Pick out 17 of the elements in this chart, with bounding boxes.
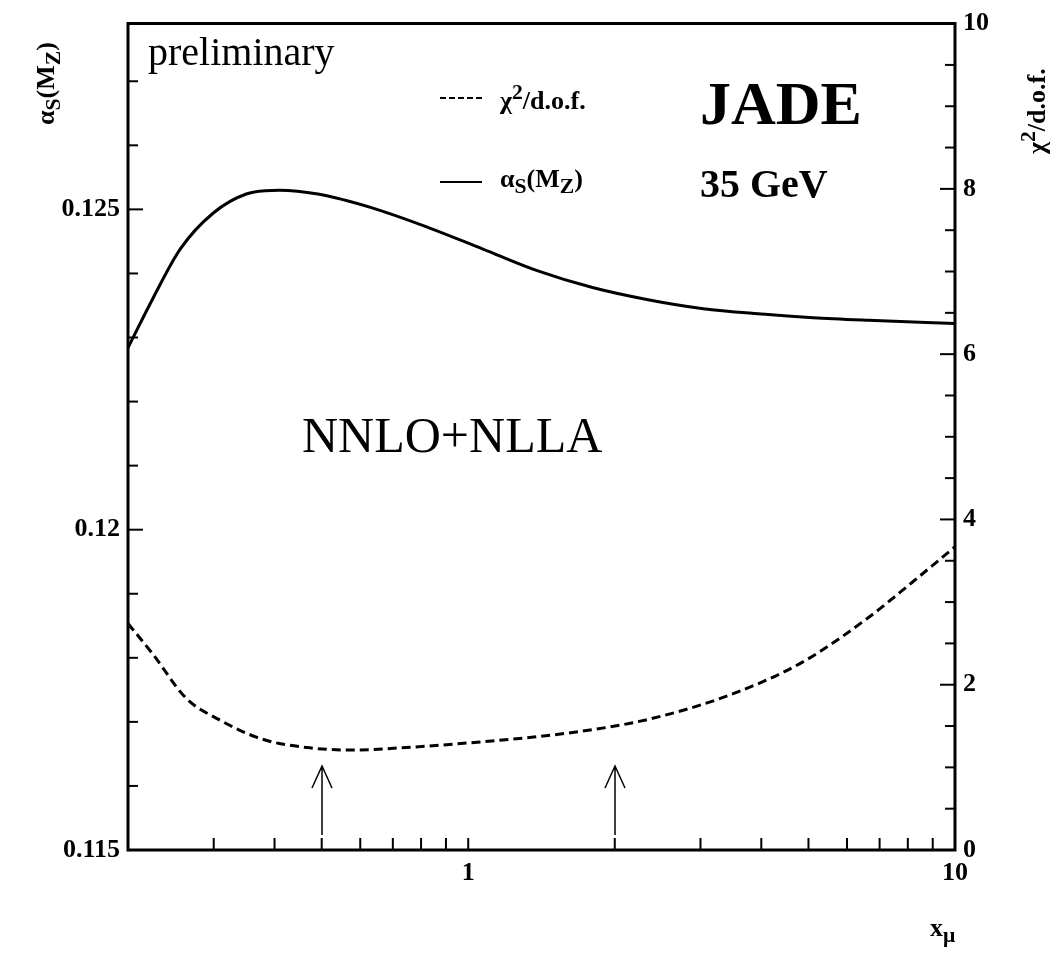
y2-tick-label: 8	[963, 172, 976, 202]
y-tick-label: 0.125	[61, 193, 120, 223]
annotation: 35 GeV	[700, 161, 828, 206]
y2-tick-label: 4	[963, 503, 976, 533]
y2-tick-label: 10	[963, 7, 989, 37]
x-axis-title: x$_{μ}$	[930, 913, 956, 948]
legend-label: α$_{S}$(M$_{Z}$)	[500, 164, 583, 200]
x-tick-label: 1	[461, 857, 475, 887]
y-tick-label: 0.12	[74, 513, 120, 543]
y2-tick-label: 2	[963, 668, 976, 698]
y-tick-label: 0.115	[62, 833, 120, 863]
y2-tick-label: 6	[963, 337, 976, 367]
y2-tick-label: 0	[963, 833, 976, 863]
annotation: JADE	[700, 69, 862, 137]
legend-label: χ$^{2}$/d.o.f.	[500, 80, 586, 116]
annotation: NNLO+NLLA	[302, 407, 603, 463]
annotation: preliminary	[148, 29, 335, 74]
